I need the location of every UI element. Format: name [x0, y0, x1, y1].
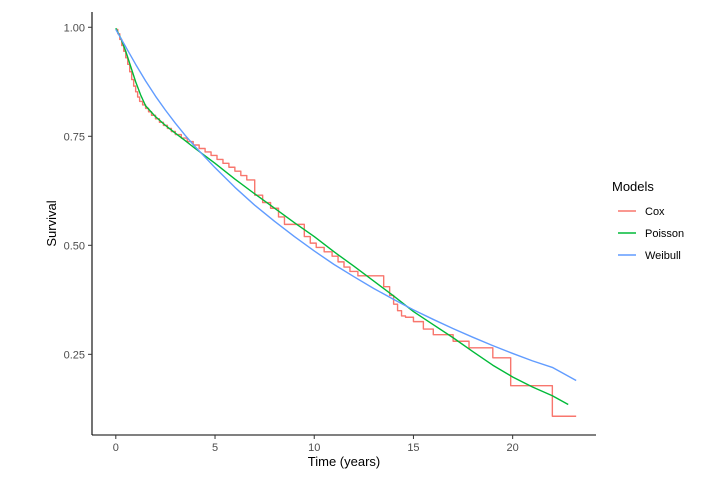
- y-axis-title: Survival: [44, 200, 59, 246]
- x-tick-label: 15: [407, 442, 419, 454]
- series-line-weibull: [115, 29, 577, 382]
- x-tick-label: 0: [113, 442, 119, 454]
- y-tick-label: 0.50: [64, 240, 85, 252]
- legend-items: Cox Poisson Weibull: [618, 206, 684, 262]
- series-line-poisson: [115, 27, 569, 406]
- series-line-cox: [115, 28, 577, 417]
- legend-label-poisson: Poisson: [645, 228, 684, 240]
- x-tick-label: 20: [507, 442, 519, 454]
- y-tick-label: 0.25: [64, 349, 85, 361]
- y-tick-label: 1.00: [64, 22, 85, 34]
- x-axis-title: Time (years): [308, 454, 380, 469]
- x-tick-label: 5: [212, 442, 218, 454]
- legend: Models Cox Poisson Weibull: [612, 179, 684, 262]
- plot-area: 0 5 10 15 20 0.25 0.50 0.75 1.00: [64, 12, 596, 454]
- series-layer: [115, 27, 577, 417]
- x-tick-label: 10: [308, 442, 320, 454]
- legend-title: Models: [612, 179, 654, 194]
- legend-label-weibull: Weibull: [645, 250, 681, 262]
- y-axis-ticks: 0.25 0.50 0.75 1.00: [64, 22, 92, 361]
- legend-label-cox: Cox: [645, 206, 665, 218]
- x-axis-ticks: 0 5 10 15 20: [113, 435, 519, 454]
- y-tick-label: 0.75: [64, 131, 85, 143]
